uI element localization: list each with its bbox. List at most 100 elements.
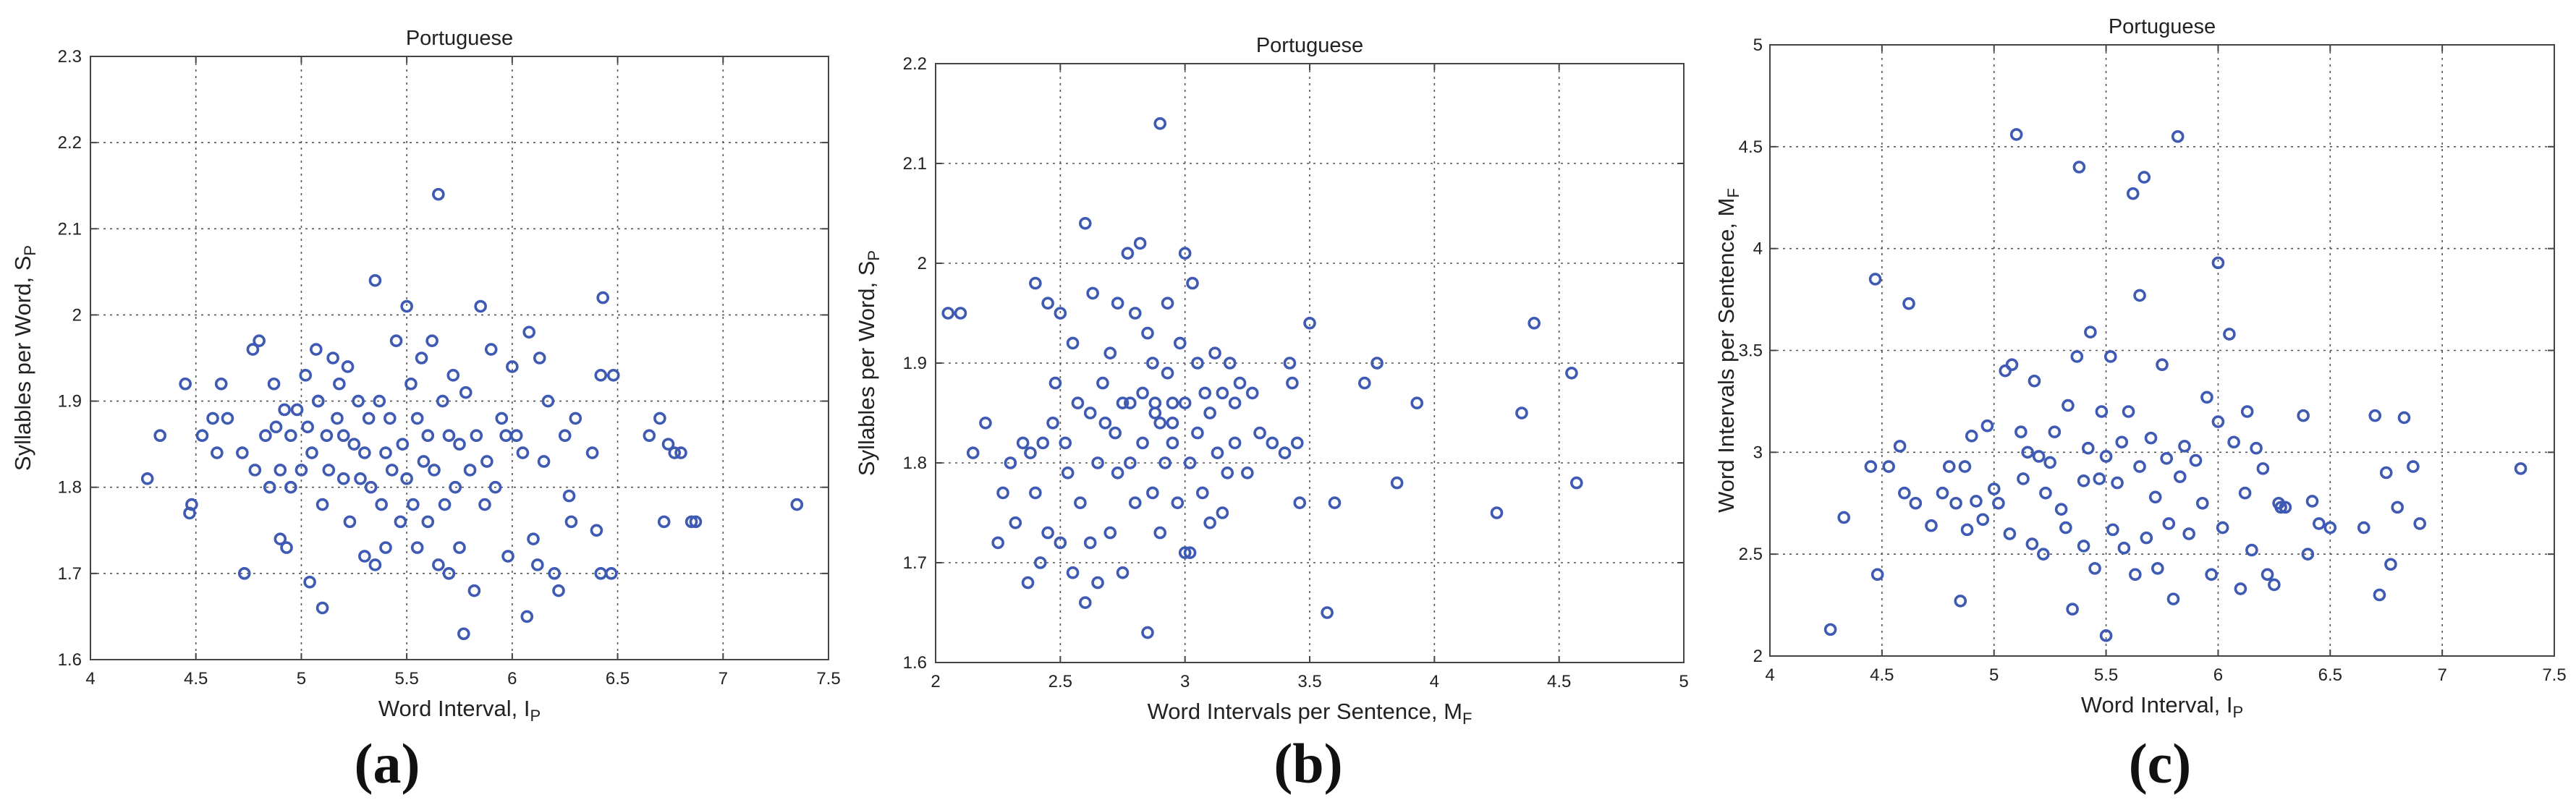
data-point — [389, 334, 403, 347]
data-point — [522, 325, 535, 339]
y-tick-label: 2 — [918, 254, 927, 273]
data-point — [2514, 462, 2528, 475]
x-tick-label: 4.5 — [1547, 672, 1571, 691]
data-point — [2017, 472, 2030, 485]
data-point — [278, 403, 291, 417]
data-point — [1059, 436, 1072, 450]
data-point — [1054, 307, 1067, 320]
x-tick-label: 5.5 — [394, 669, 418, 689]
data-point — [1203, 516, 1216, 529]
data-point — [1823, 623, 1837, 636]
data-point — [1128, 307, 1142, 320]
data-point — [446, 369, 460, 382]
data-point — [2301, 548, 2315, 561]
data-point — [2211, 256, 2225, 270]
data-point — [562, 489, 576, 503]
data-point — [1211, 446, 1224, 460]
data-point — [668, 446, 682, 459]
panel-label: (c) — [2129, 732, 2192, 795]
data-point — [301, 420, 314, 434]
data-point — [362, 412, 376, 425]
data-point — [643, 429, 656, 443]
data-point — [2156, 358, 2169, 372]
data-point — [488, 480, 502, 494]
data-point — [2014, 425, 2028, 438]
data-point — [274, 532, 287, 546]
y-tick-label: 2.5 — [1739, 545, 1763, 564]
data-point — [501, 550, 514, 563]
data-point — [1286, 376, 1299, 390]
data-point — [2238, 486, 2252, 500]
data-point — [2205, 568, 2218, 582]
data-point — [495, 412, 509, 425]
data-point — [685, 515, 698, 529]
data-point — [1033, 556, 1047, 569]
data-point — [2138, 171, 2151, 184]
data-point — [596, 291, 609, 304]
data-point — [384, 412, 397, 425]
data-point — [1837, 511, 1851, 524]
x-tick-label: 6 — [2213, 665, 2223, 685]
data-point — [1958, 460, 1972, 473]
data-point — [442, 567, 456, 580]
data-point — [1868, 273, 1882, 286]
data-point — [1882, 460, 1895, 473]
data-point — [1141, 326, 1154, 340]
data-point — [404, 377, 418, 391]
data-point — [2003, 527, 2017, 540]
data-point — [1191, 426, 1204, 440]
data-point — [790, 498, 804, 511]
data-point — [394, 515, 407, 529]
data-point — [1071, 396, 1085, 410]
data-point — [1153, 526, 1166, 540]
data-point — [527, 532, 540, 546]
data-point — [1041, 526, 1054, 540]
data-point — [2028, 374, 2041, 388]
y-tick-label: 1.9 — [58, 392, 82, 412]
data-point — [1241, 466, 1254, 480]
x-tick-label: 7.5 — [2542, 665, 2566, 685]
data-point — [295, 464, 308, 477]
data-point — [364, 480, 378, 494]
data-point — [1046, 416, 1059, 430]
data-point — [140, 472, 154, 485]
data-point — [1321, 606, 1334, 619]
data-point — [2117, 541, 2131, 555]
data-point — [2313, 517, 2326, 530]
data-point — [2048, 425, 2062, 438]
y-axis-label: Word Intervals per Sentence, MF — [1713, 188, 1742, 513]
data-point — [966, 446, 980, 460]
data-point — [1528, 316, 1541, 330]
data-point — [1091, 456, 1104, 469]
x-tick-label: 6.5 — [2318, 665, 2342, 685]
data-point — [336, 472, 350, 485]
data-point — [396, 438, 410, 451]
data-point — [2144, 431, 2158, 445]
data-point — [1370, 357, 1384, 370]
data-point — [2126, 187, 2140, 200]
data-point — [453, 438, 466, 451]
data-point — [280, 541, 293, 554]
data-point — [661, 438, 675, 451]
data-point — [2037, 548, 2050, 561]
data-point — [1893, 440, 1907, 453]
y-tick-label: 1.6 — [903, 653, 927, 673]
data-point — [1987, 482, 2001, 495]
data-point — [432, 558, 445, 571]
data-point — [1048, 376, 1062, 390]
y-tick-label: 1.7 — [903, 553, 927, 573]
data-point — [1166, 436, 1179, 450]
data-point — [2171, 129, 2185, 143]
data-point — [1111, 466, 1124, 480]
data-point — [1328, 496, 1342, 510]
data-point — [520, 610, 534, 623]
data-point — [453, 541, 466, 554]
data-point — [2373, 588, 2386, 602]
data-point — [1253, 426, 1266, 440]
data-point — [1116, 396, 1130, 410]
x-tick-label: 7 — [2437, 665, 2446, 685]
data-point — [421, 429, 435, 443]
data-point — [1909, 496, 1923, 510]
data-point — [1898, 486, 1911, 500]
